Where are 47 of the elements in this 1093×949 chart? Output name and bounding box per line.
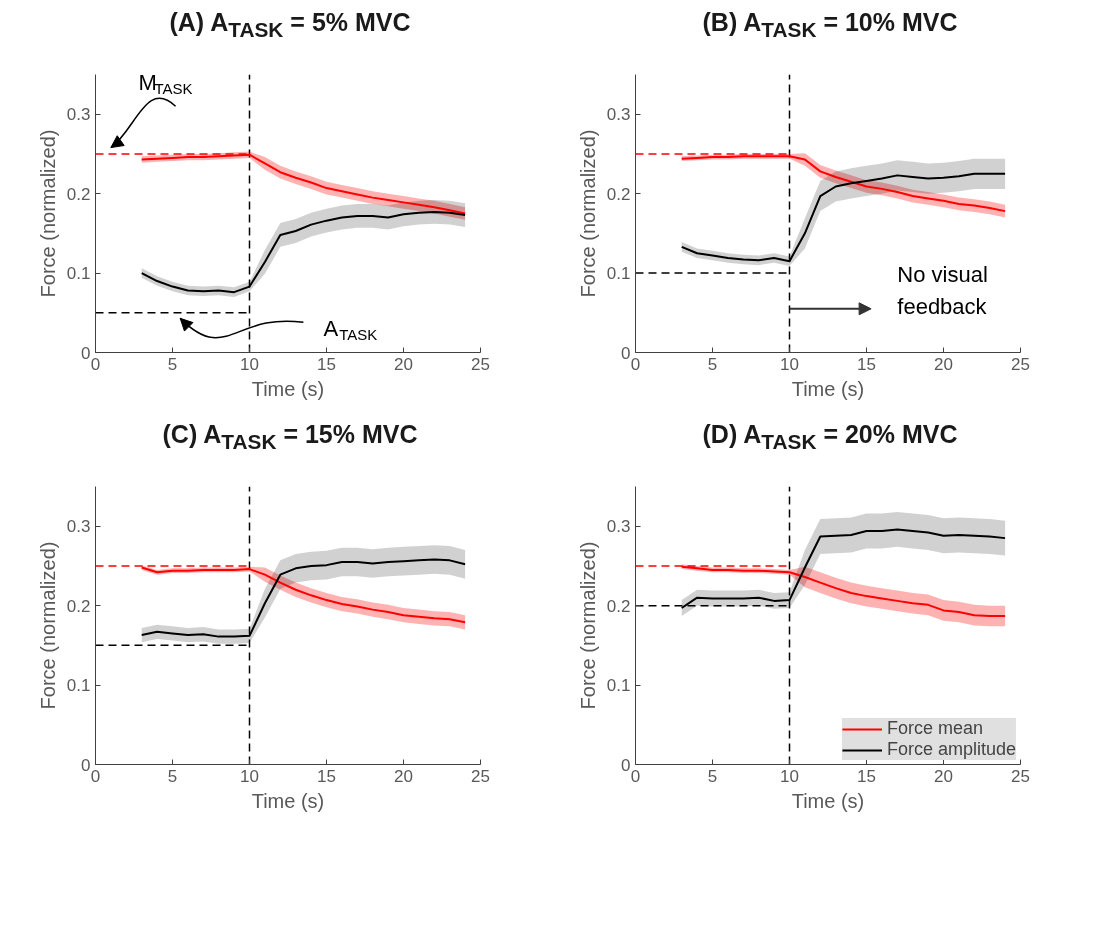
x-tick-label: 25 [1011,354,1030,374]
y-tick-label: 0.3 [606,105,631,125]
x-tick-label: 10 [240,766,259,786]
x-tick-label: 10 [780,354,799,374]
chart-title: (A) A$_{TASK}$ = 5% MVC [168,7,412,43]
x-axis-title: Time (s) [251,789,325,812]
y-axis-title: Force (normalized) [576,541,599,710]
legend-label: Force mean [886,718,983,739]
x-tick-label: 15 [857,354,876,374]
x-tick-label: 5 [167,354,178,374]
x-tick-label: 15 [857,766,876,786]
x-tick-label: 20 [934,766,953,786]
y-axis-title: Force (normalized) [36,129,59,298]
y-tick-label: 0.3 [66,105,91,125]
x-tick-label: 5 [707,766,718,786]
x-tick-label: 10 [780,766,799,786]
y-tick-label: 0.1 [66,676,91,696]
y-axis-title: Force (normalized) [36,541,59,710]
y-tick-label: 0.3 [66,517,91,537]
y-tick-label: 0.2 [66,596,91,616]
x-axis-title: Time (s) [251,377,325,400]
chart-title: (D) A$_{TASK}$ = 20% MVC [701,419,959,455]
x-tick-label: 5 [707,354,718,374]
x-tick-label: 20 [394,766,413,786]
y-tick-label: 0.1 [606,676,631,696]
chart-title: (B) A$_{TASK}$ = 10% MVC [701,7,959,43]
legend-label: Force amplitude [886,739,1016,760]
x-tick-label: 10 [240,354,259,374]
y-tick-label: 0.2 [606,184,631,204]
x-tick-label: 25 [471,766,490,786]
y-tick-label: 0.1 [606,264,631,284]
chart-title: (C) A$_{TASK}$ = 15% MVC [161,419,419,455]
x-tick-label: 25 [471,354,490,374]
y-tick-label: 0.1 [66,264,91,284]
x-tick-label: 20 [934,354,953,374]
x-axis-title: Time (s) [791,377,865,400]
annotation: No visual feedback [897,261,988,320]
y-tick-label: 0.2 [606,596,631,616]
y-tick-label: 0.2 [66,184,91,204]
x-tick-label: 15 [317,354,336,374]
x-axis-title: Time (s) [791,789,865,812]
x-tick-label: 25 [1011,766,1030,786]
x-tick-label: 5 [167,766,178,786]
x-tick-label: 15 [317,766,336,786]
y-tick-label: 0.3 [606,517,631,537]
x-tick-label: 20 [394,354,413,374]
y-axis-title: Force (normalized) [576,129,599,298]
